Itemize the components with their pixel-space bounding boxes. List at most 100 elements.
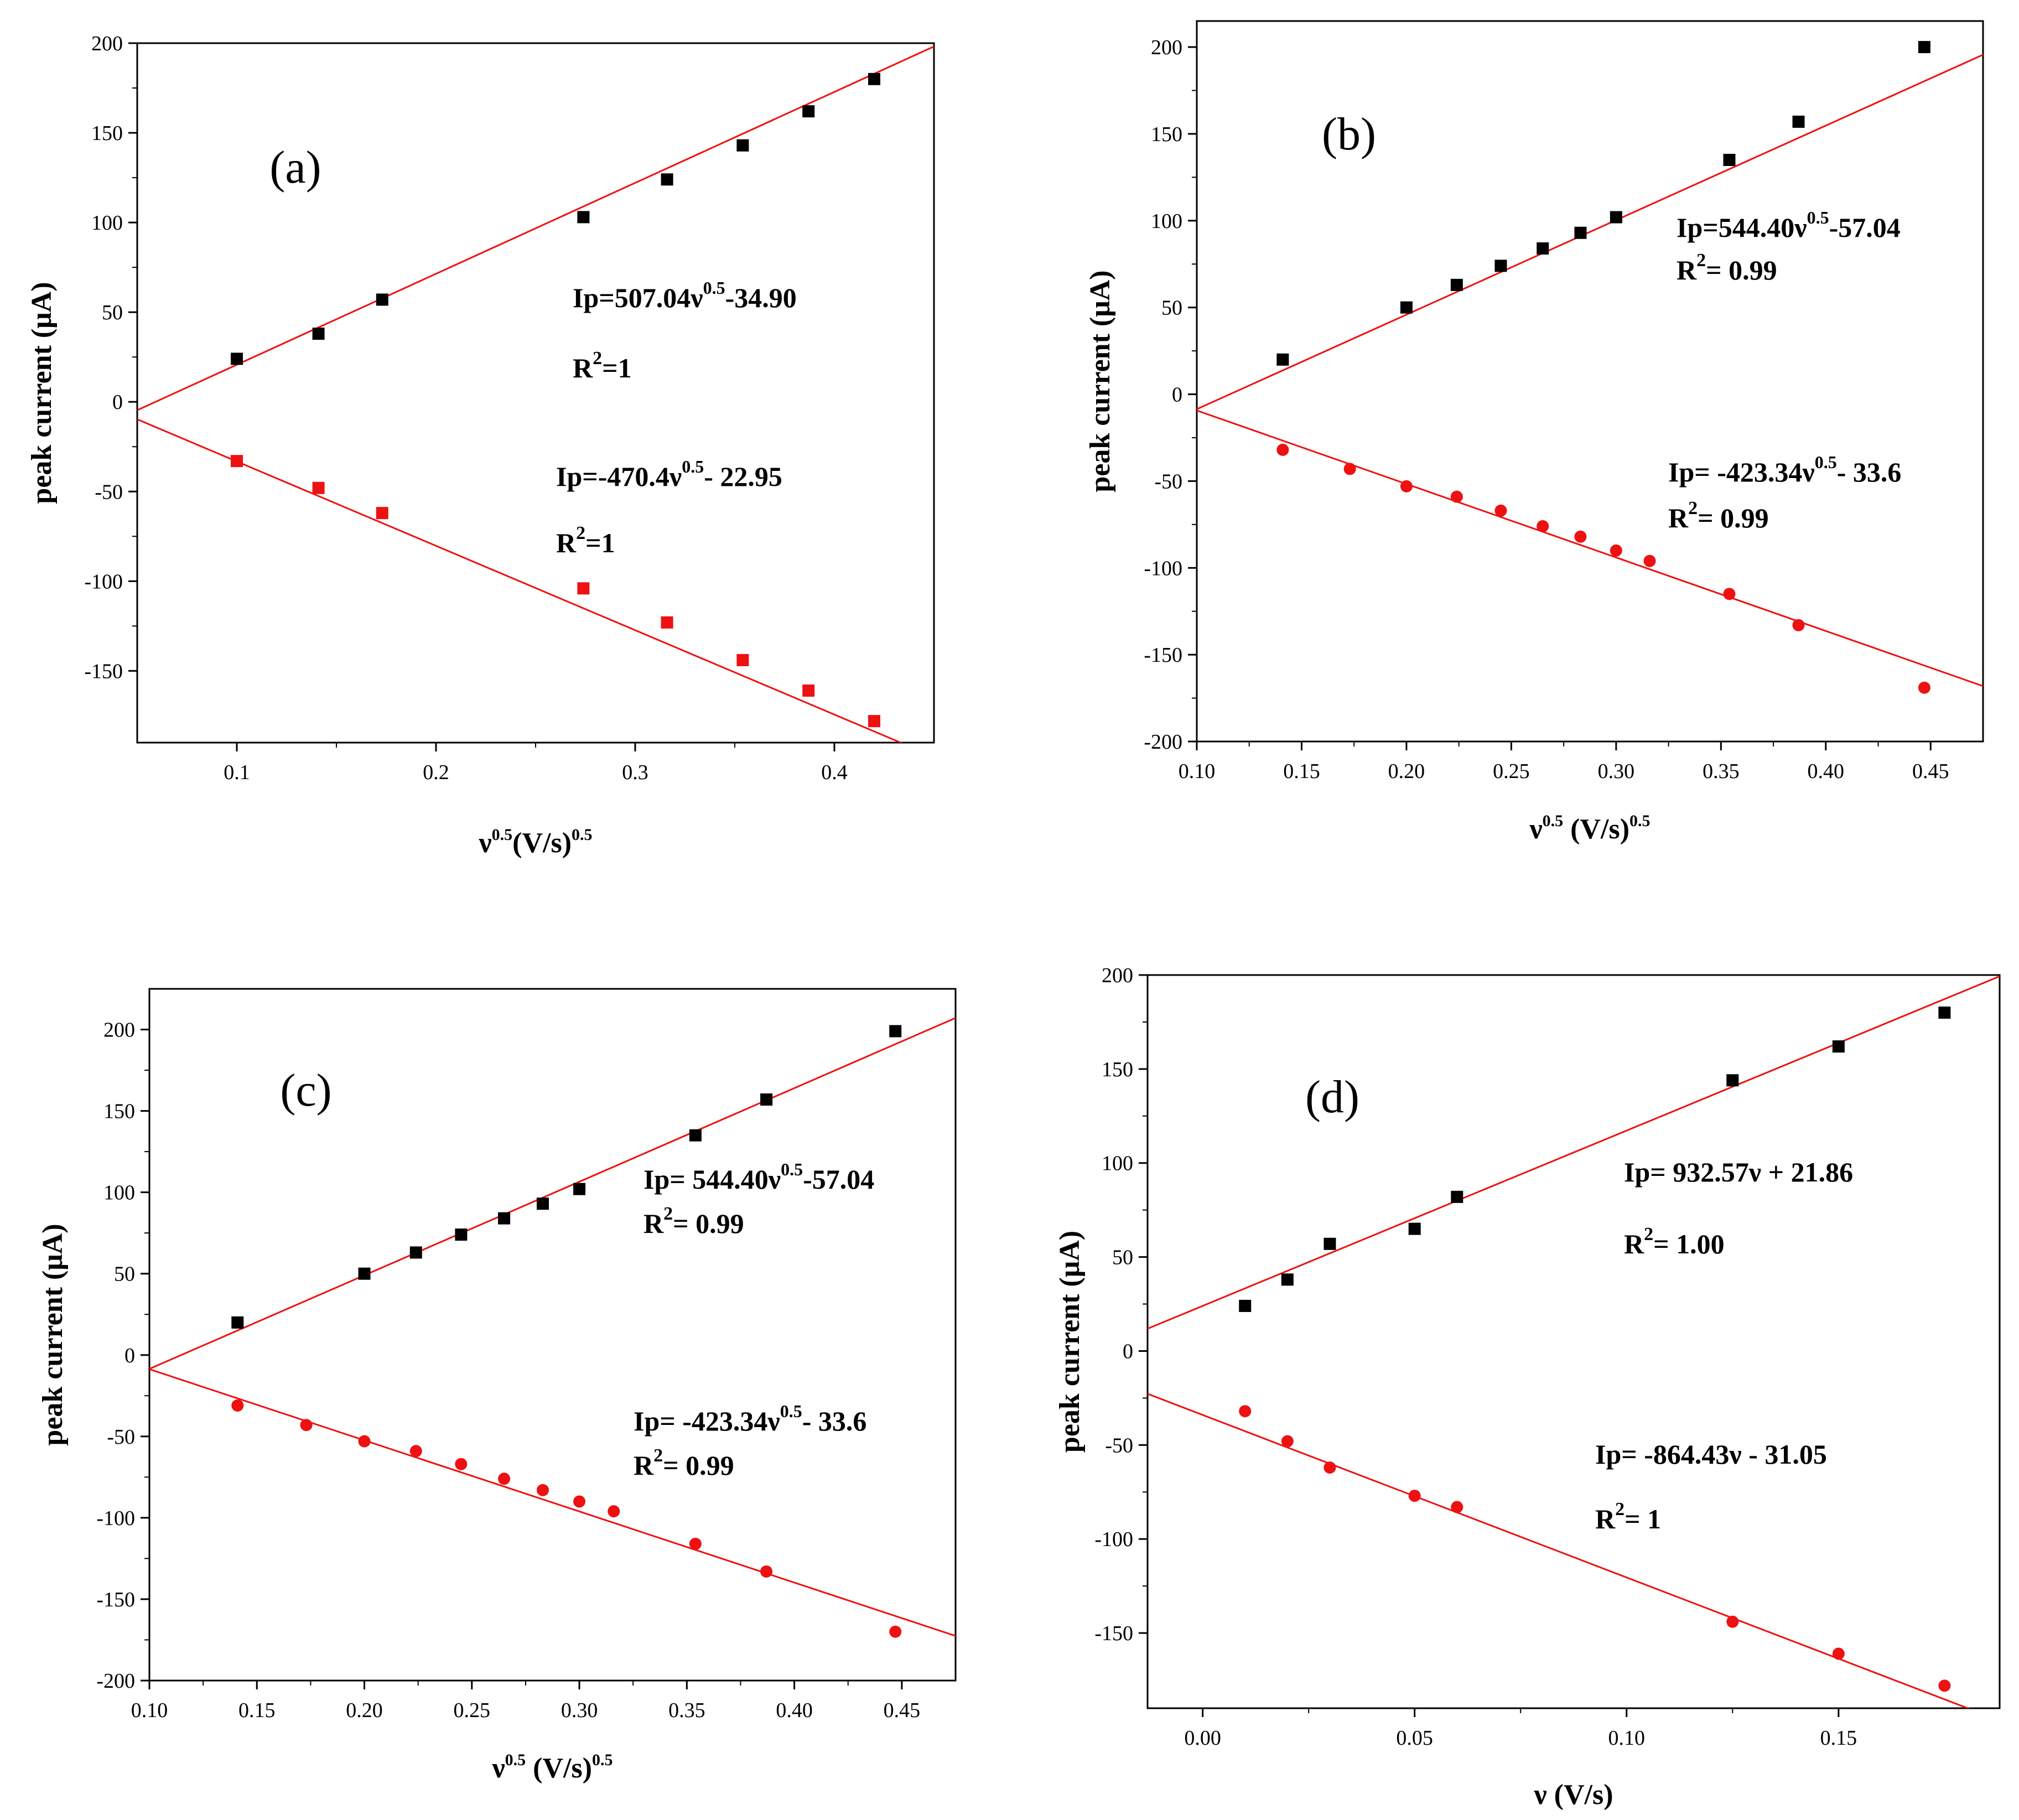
cathodic-data-point xyxy=(1343,463,1356,475)
anodic-data-point xyxy=(573,1183,586,1195)
x-tick-label: 0.40 xyxy=(776,1699,813,1722)
x-tick-label: 0.15 xyxy=(238,1699,276,1722)
x-tick-label: 0.15 xyxy=(1820,1726,1857,1750)
y-tick-label: -100 xyxy=(84,570,123,593)
cathodic-data-point xyxy=(312,481,325,494)
r-squared-symbol: R xyxy=(556,527,577,558)
y-tick-label: 150 xyxy=(91,122,123,145)
x-tick-label: 0.10 xyxy=(1608,1726,1646,1750)
equation-lead: Ip= 932.57ν + 21.86 xyxy=(1624,1157,1853,1188)
anodic-data-point xyxy=(1832,1040,1845,1053)
cathodic-fit-line xyxy=(149,1368,956,1637)
anodic-data-point xyxy=(1537,242,1549,255)
anodic-data-point xyxy=(231,352,243,365)
anodic-fit-equation: Ip=544.40ν0.5-57.04 xyxy=(1677,208,1901,243)
cathodic-data-point xyxy=(1451,1501,1463,1513)
anodic-fit-line xyxy=(1197,54,1983,410)
x-tick-label: 0.10 xyxy=(1179,760,1216,783)
panel-a: -150 -100 -50 0 50 100 150 200 0.1 0.2 0.3 0.4 peak … xyxy=(26,32,935,859)
equation-tail: -57.04 xyxy=(803,1164,874,1195)
equation-lead: Ip=-470.4ν xyxy=(556,461,682,492)
x-axis-label: ν0.5 (V/s)0.5 xyxy=(491,1751,613,1784)
anodic-data-point xyxy=(1239,1299,1252,1312)
cathodic-data-point xyxy=(231,455,243,468)
y-tick-label: -100 xyxy=(96,1507,135,1530)
cathodic-data-point xyxy=(1450,490,1463,503)
equation-lead: Ip= -423.34ν xyxy=(1668,457,1815,488)
anodic-data-point xyxy=(1408,1222,1421,1235)
cathodic-data-point xyxy=(577,582,590,595)
equation-lead: Ip= -423.34ν xyxy=(634,1406,780,1437)
cathodic-data-point xyxy=(537,1484,549,1496)
r-squared-exponent: 2 xyxy=(576,523,585,543)
cathodic-data-point xyxy=(1792,619,1805,631)
r-squared-symbol: R xyxy=(1668,502,1689,533)
y-tick-label: 150 xyxy=(103,1100,135,1123)
y-tick-label: -200 xyxy=(96,1669,135,1693)
r-squared-value: = 1.00 xyxy=(1653,1228,1725,1259)
cathodic-data-point xyxy=(1276,443,1289,456)
y-tick-label: 50 xyxy=(114,1263,135,1286)
equation-lead: Ip= 544.40ν xyxy=(643,1164,781,1195)
cathodic-data-point xyxy=(231,1399,244,1412)
anodic-data-point xyxy=(1400,301,1413,314)
anodic-fit-equation: Ip= 544.40ν0.5-57.04 xyxy=(643,1159,874,1195)
anodic-data-point xyxy=(689,1129,702,1142)
cathodic-data-point xyxy=(1723,588,1736,600)
y-tick-label: 100 xyxy=(103,1181,135,1205)
anodic-data-point xyxy=(1451,1190,1463,1203)
x-axis-label-unit: (V/s) xyxy=(1563,813,1629,845)
y-tick-label: 150 xyxy=(1151,123,1182,146)
x-axis-label-unit-exponent: 0.5 xyxy=(592,1751,613,1769)
cathodic-r-squared: R2=1 xyxy=(556,523,615,558)
anodic-data-point xyxy=(358,1267,371,1280)
anodic-data-point xyxy=(455,1228,468,1241)
equation-exponent: 0.5 xyxy=(1815,452,1837,472)
x-tick-label: 0.05 xyxy=(1396,1726,1433,1750)
r-squared-symbol: R xyxy=(1624,1228,1644,1259)
anodic-data-point xyxy=(537,1197,549,1210)
y-tick-label: 50 xyxy=(102,301,123,324)
x-axis-label-exponent: 0.5 xyxy=(505,1751,526,1769)
anodic-fit-line xyxy=(137,45,934,411)
anodic-r-squared: R2=1 xyxy=(573,348,632,383)
anodic-data-point xyxy=(1281,1273,1294,1286)
x-axis-label-text: ν (V/s) xyxy=(1533,1779,1613,1811)
x-axis-label-exponent: 0.5 xyxy=(492,826,513,844)
r-squared-symbol: R xyxy=(1677,255,1697,286)
anodic-data-point xyxy=(376,293,388,306)
anodic-fit-line xyxy=(149,1017,956,1370)
equation-tail: -57.04 xyxy=(1829,212,1901,243)
equation-tail: - 33.6 xyxy=(802,1406,867,1437)
x-axis-label: ν (V/s) xyxy=(1533,1779,1613,1811)
cathodic-data-point xyxy=(1918,681,1930,694)
anodic-data-point xyxy=(1792,115,1805,128)
anodic-data-point xyxy=(577,211,590,224)
r-squared-exponent: 2 xyxy=(653,1445,663,1466)
x-tick-label: 0.35 xyxy=(1703,760,1740,783)
r-squared-symbol: R xyxy=(573,352,593,383)
anodic-data-point xyxy=(1610,211,1622,224)
y-axis-label: peak current (μA) xyxy=(26,282,58,504)
cathodic-data-point xyxy=(736,654,749,666)
cathodic-r-squared: R2= 0.99 xyxy=(1668,498,1769,533)
x-tick-label: 0.1 xyxy=(224,761,250,784)
x-axis-label-unit-exponent: 0.5 xyxy=(572,826,593,844)
anodic-data-point xyxy=(802,105,815,118)
cathodic-data-point xyxy=(1537,520,1549,532)
y-tick-label: 150 xyxy=(1102,1058,1133,1081)
r-squared-symbol: R xyxy=(1595,1503,1616,1534)
cathodic-data-point xyxy=(573,1495,586,1508)
x-axis-label-symbol: ν xyxy=(491,1752,505,1784)
anodic-data-point xyxy=(231,1316,244,1329)
x-axis-label-symbol: ν xyxy=(1529,813,1542,845)
cathodic-fit-line xyxy=(137,418,903,743)
r-squared-exponent: 2 xyxy=(593,348,602,369)
y-tick-label: -50 xyxy=(95,480,123,504)
anodic-fit-equation: Ip= 932.57ν + 21.86 xyxy=(1624,1157,1853,1188)
cathodic-fit-equation: Ip=-470.4ν0.5- 22.95 xyxy=(556,457,782,492)
cathodic-data-point xyxy=(889,1625,902,1638)
y-tick-label: 50 xyxy=(1161,297,1182,320)
y-tick-label: -100 xyxy=(1144,557,1182,580)
